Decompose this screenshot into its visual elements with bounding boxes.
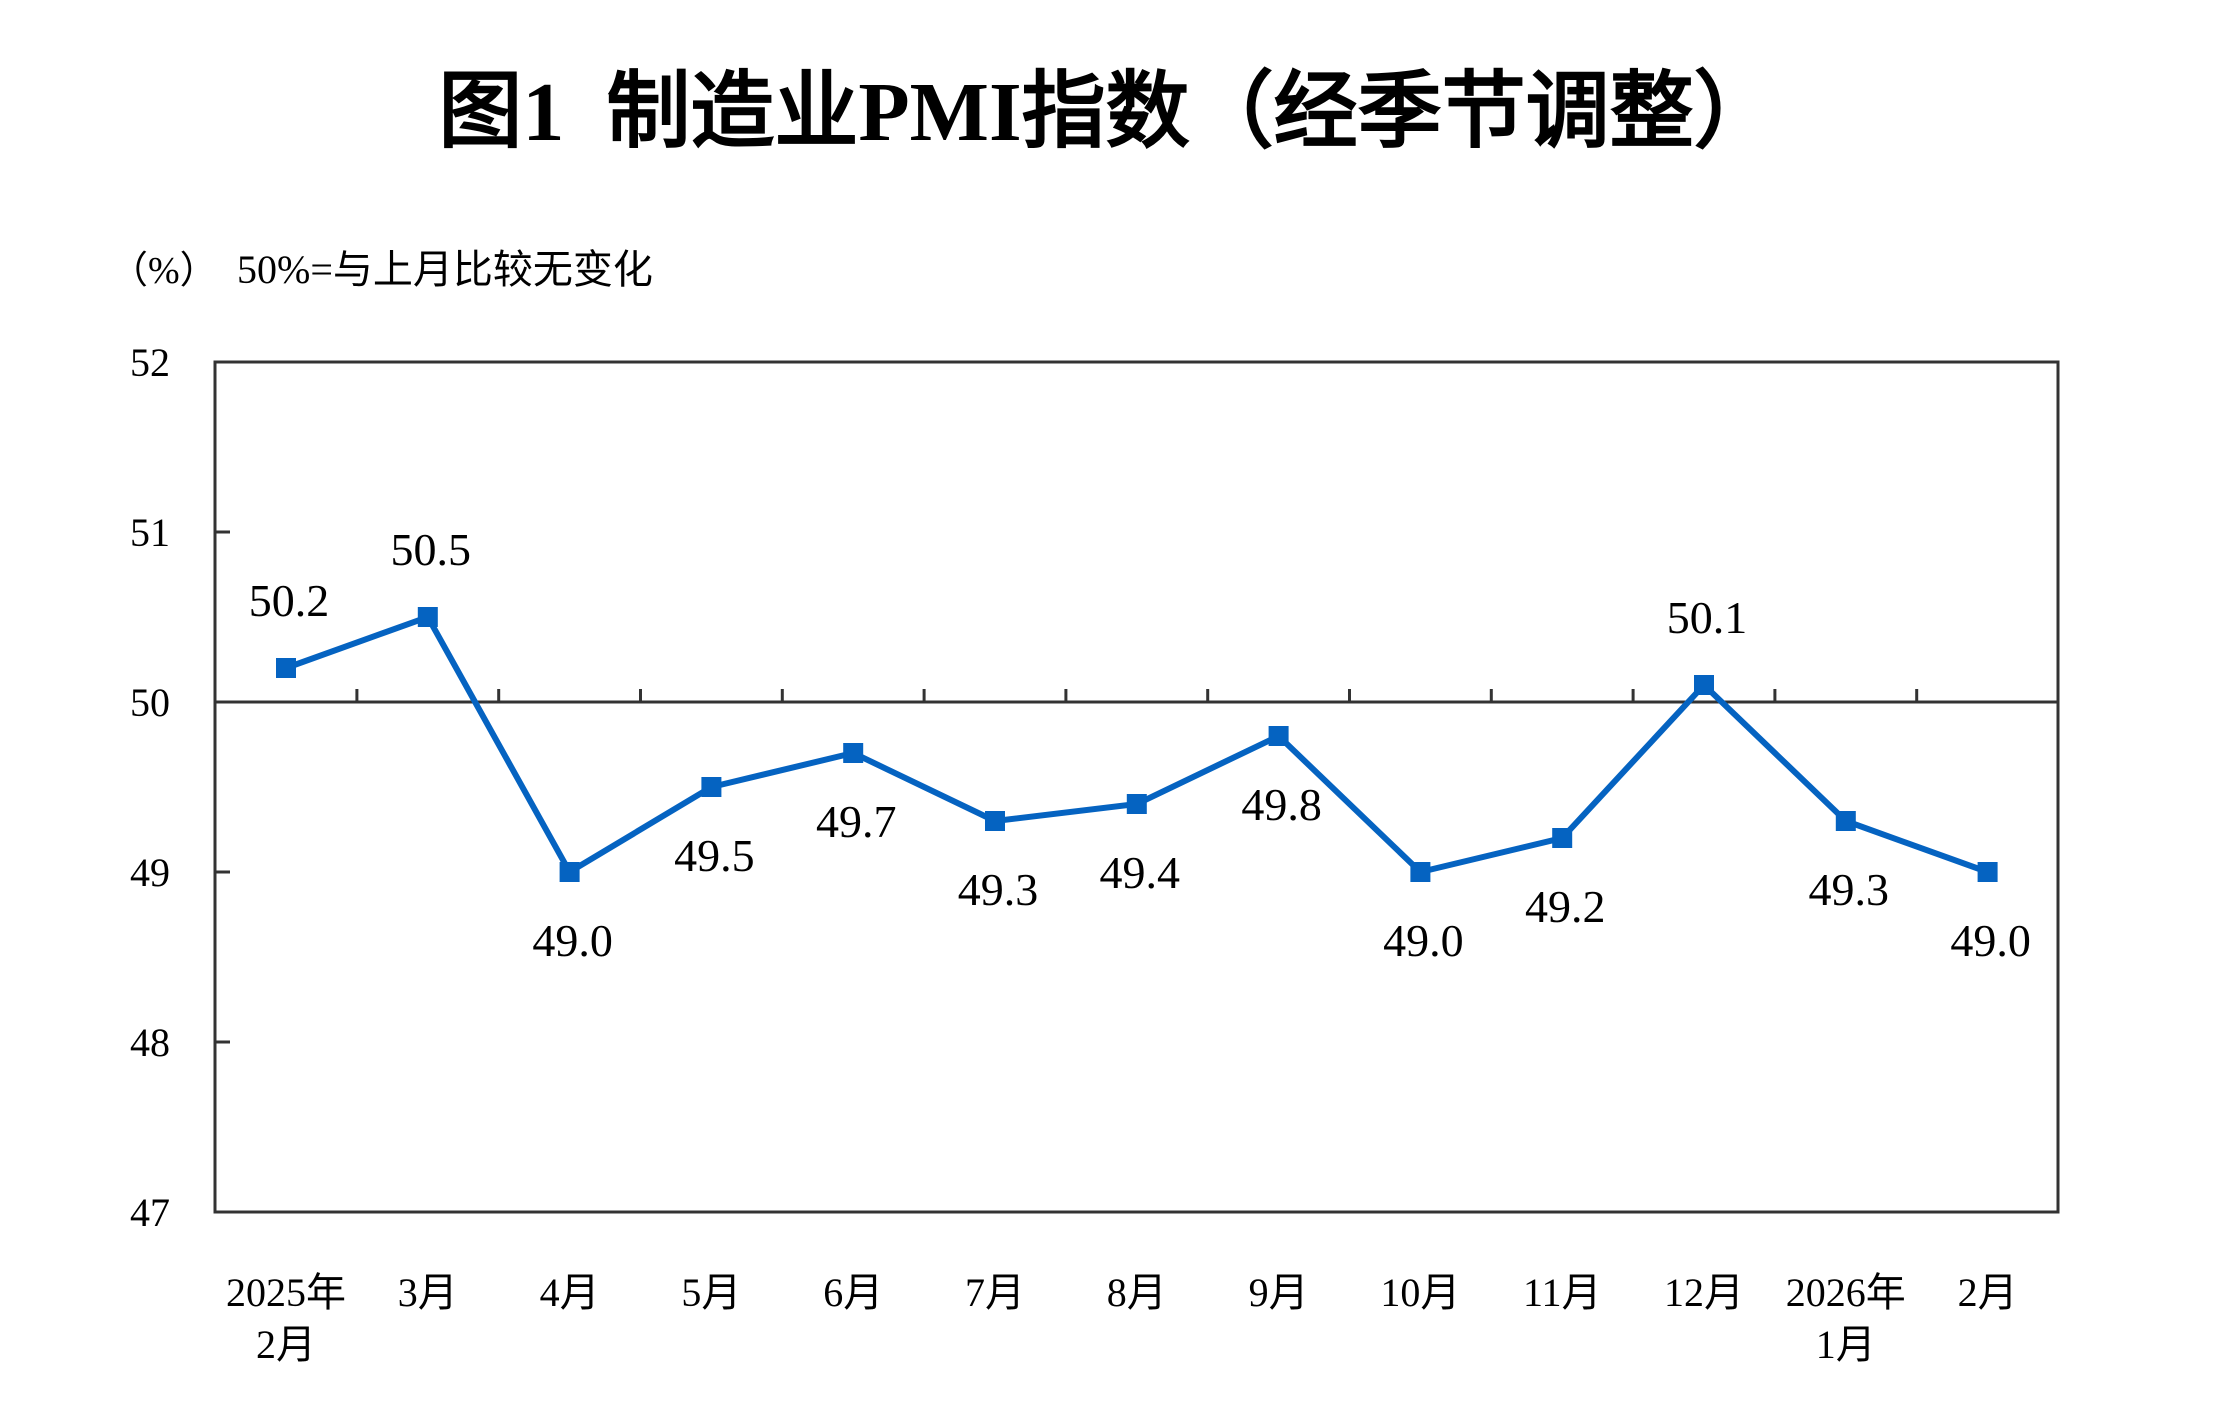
data-label: 49.8 [1241,779,1322,830]
data-label: 49.4 [1100,847,1181,898]
data-label: 49.7 [816,796,897,847]
data-point-marker [1410,862,1431,882]
x-tick-label: 11月 [1523,1270,1602,1315]
data-point-marker [1552,828,1573,848]
y-tick-label: 47 [130,1190,170,1235]
data-point-marker [1268,726,1289,746]
data-point-marker [843,743,864,763]
series-line [284,613,1989,877]
x-tick-label: 2026年 [1786,1270,1906,1315]
chart-title: 图1 制造业PMI指数（经季节调整） [438,66,1777,159]
data-label: 50.1 [1667,592,1748,643]
x-tick-label: 9月 [1249,1270,1309,1315]
data-point-marker [1835,811,1856,831]
y-tick-label: 51 [130,510,170,555]
data-label: 49.0 [1950,915,2031,966]
x-tick-label: 7月 [965,1270,1025,1315]
reference-annotation: 50%=与上月比较无变化 [237,247,653,292]
y-axis-unit: （%） [110,250,218,292]
data-label: 50.5 [391,524,472,575]
data-label: 49.5 [674,830,755,881]
y-tick-label: 50 [130,680,170,725]
data-label: 49.0 [532,915,613,966]
data-point-marker [1977,862,1998,882]
x-tick-label: 12月 [1664,1270,1744,1315]
data-label: 49.3 [1809,864,1890,915]
x-tick-label: 8月 [1107,1270,1167,1315]
data-label: 49.3 [958,864,1039,915]
data-point-marker [559,862,580,882]
data-label: 50.2 [249,575,330,626]
data-point-marker [701,777,722,797]
x-tick-label: 3月 [398,1270,458,1315]
data-point-marker [1694,675,1714,695]
y-tick-label: 48 [130,1020,170,1065]
x-tick-label: 10月 [1380,1270,1460,1315]
x-tick-label: 2月 [256,1322,316,1367]
x-tick-label: 6月 [823,1270,883,1315]
data-point-marker [985,811,1005,831]
x-tick-label: 2025年 [226,1270,346,1315]
x-tick-label: 5月 [681,1270,741,1315]
x-tick-label: 1月 [1816,1322,1876,1367]
data-point-marker [417,607,438,627]
data-label: 49.2 [1525,881,1606,932]
y-tick-label: 52 [130,340,170,385]
data-point-marker [1126,794,1147,814]
x-tick-label: 2月 [1958,1270,2018,1315]
x-tick-label: 4月 [540,1270,600,1315]
data-point-marker [276,658,296,678]
plot-frame [213,360,2060,1214]
data-label: 49.0 [1383,915,1464,966]
y-tick-label: 49 [130,850,170,895]
